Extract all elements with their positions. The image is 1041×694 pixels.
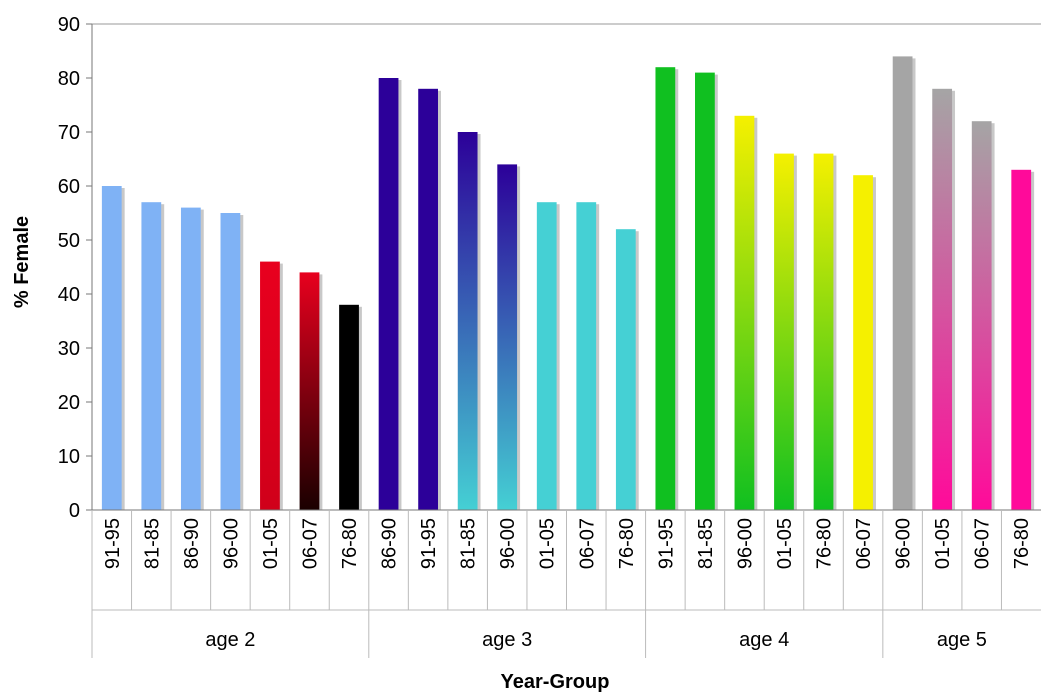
x-tick-label: 06-07	[299, 518, 321, 569]
x-tick-label: 06-07	[853, 518, 875, 569]
x-tick-label: 96-00	[734, 518, 756, 569]
bar	[813, 153, 834, 510]
x-tick-label: 01-05	[774, 518, 796, 569]
x-tick-label: 76-80	[814, 518, 836, 569]
x-tick-label: 81-85	[141, 518, 163, 569]
x-tick-label: 76-80	[339, 518, 361, 569]
y-tick-label: 30	[58, 338, 80, 360]
bar	[101, 186, 122, 510]
bar	[853, 175, 873, 510]
x-tick-label: 91-95	[418, 518, 440, 569]
bar	[141, 202, 162, 510]
bar	[734, 115, 755, 511]
bar	[615, 229, 636, 510]
bar	[1011, 169, 1032, 511]
y-tick-label: 70	[58, 122, 80, 144]
bar	[774, 153, 794, 510]
x-group-label: age 2	[205, 629, 255, 651]
x-group-label: age 3	[482, 629, 532, 651]
x-tick-label: 91-95	[102, 518, 124, 569]
bar	[971, 121, 992, 510]
x-tick-label: 86-90	[181, 518, 203, 569]
x-tick-label: 96-00	[893, 518, 915, 569]
bar	[299, 272, 320, 510]
y-tick-label: 40	[58, 284, 80, 306]
y-tick-label: 20	[58, 392, 80, 414]
x-tick-label: 06-07	[576, 518, 598, 569]
y-tick-label: 60	[58, 176, 80, 198]
plot-area	[92, 23, 1041, 511]
bar	[892, 56, 913, 511]
bar	[378, 78, 399, 510]
x-tick-label: 96-00	[497, 518, 519, 569]
y-tick-label: 50	[58, 230, 80, 252]
bar	[339, 304, 359, 510]
x-tick-label: 01-05	[260, 518, 282, 569]
bar	[497, 164, 518, 510]
x-tick-label: 81-85	[458, 518, 480, 569]
bar	[260, 261, 280, 510]
bar	[536, 202, 557, 510]
x-tick-label: 86-90	[379, 518, 401, 569]
x-tick-label: 06-07	[972, 518, 994, 569]
y-tick-label: 80	[58, 68, 80, 90]
y-axis-title: % Female	[11, 216, 33, 308]
bar	[576, 202, 597, 510]
x-axis: 91-95 81-85 86-90 96-00 01-05 06-07 76-80 age 2…	[91, 509, 1041, 658]
x-tick-label: 91-95	[655, 518, 677, 569]
bar	[180, 207, 201, 510]
y-tick-label: 90	[58, 14, 80, 36]
bar	[655, 67, 676, 510]
y-axis: 0 10 20 30 40 50 60 70 80 90	[58, 14, 93, 522]
x-tick-label: 81-85	[695, 518, 717, 569]
x-group-label: age 5	[937, 629, 987, 651]
bar	[932, 88, 953, 511]
x-tick-label: 01-05	[932, 518, 954, 569]
bar	[695, 72, 715, 510]
x-group-label: age 4	[739, 629, 789, 651]
x-tick-label: 96-00	[220, 518, 242, 569]
x-tick-label: 76-80	[616, 518, 638, 569]
x-tick-label: 76-80	[1011, 518, 1033, 569]
bar	[457, 132, 478, 510]
y-tick-label: 10	[58, 446, 80, 468]
x-axis-title: Year-Group	[501, 671, 610, 693]
x-tick-label: 01-05	[537, 518, 559, 569]
bar	[220, 213, 241, 510]
y-tick-label: 0	[69, 500, 80, 522]
bar	[418, 88, 438, 511]
